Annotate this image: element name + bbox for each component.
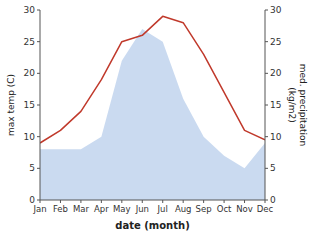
plot-area (40, 16, 265, 200)
y-tick (37, 41, 40, 42)
x-tick (142, 200, 143, 203)
y2-tick-label: 10 (270, 132, 282, 142)
y2-axis-label-line: med. precipitation (298, 64, 308, 146)
x-tick (224, 200, 225, 203)
y-tick-label: 5 (29, 163, 35, 173)
x-axis-line (40, 200, 265, 201)
x-axis-label: date (month) (115, 220, 189, 231)
x-tick (162, 200, 163, 203)
x-tick (183, 200, 184, 203)
y-tick (37, 168, 40, 169)
y2-tick (265, 41, 268, 42)
precipitation-area (40, 29, 265, 200)
y2-axis-label: med. precipitation(kg/m2) (287, 64, 308, 146)
x-tick-label: Feb (53, 204, 68, 214)
y-tick-label: 25 (24, 37, 35, 47)
y2-tick-label: 30 (270, 5, 282, 15)
x-tick-label: Nov (236, 204, 253, 214)
x-tick (265, 200, 266, 203)
y2-tick-label: 25 (270, 37, 281, 47)
x-tick-label: Oct (217, 204, 232, 214)
x-tick-label: Sep (196, 204, 212, 214)
y-tick (37, 73, 40, 74)
x-tick-label: Aug (175, 204, 192, 214)
y-tick (37, 105, 40, 106)
y-tick-label: 20 (24, 68, 36, 78)
x-tick (60, 200, 61, 203)
x-tick-label: Mar (73, 204, 90, 214)
x-tick (80, 200, 81, 203)
y2-axis-label-line: (kg/m2) (287, 87, 297, 122)
x-tick (101, 200, 102, 203)
x-tick (203, 200, 204, 203)
y-tick-label: 10 (24, 132, 36, 142)
x-tick (121, 200, 122, 203)
x-tick (40, 200, 41, 203)
y2-tick-label: 20 (270, 68, 282, 78)
x-tick-label: Jul (157, 204, 168, 214)
x-tick-label: Jun (135, 204, 149, 214)
y2-tick (265, 105, 268, 106)
y-axis-label: max temp (C) (6, 74, 16, 136)
y-tick (37, 10, 40, 11)
x-tick-label: May (113, 204, 131, 214)
y-tick-label: 30 (24, 5, 36, 15)
y2-tick (265, 168, 268, 169)
y2-tick (265, 136, 268, 137)
x-tick-label: Jan (32, 204, 46, 214)
temperature-line (40, 16, 265, 143)
y-tick-label: 15 (24, 100, 35, 110)
x-tick-label: Dec (257, 204, 274, 214)
x-tick-label: Apr (94, 204, 109, 214)
chart: 051015202530051015202530JanFebMarAprMayJ… (0, 0, 318, 247)
y-tick (37, 136, 40, 137)
x-tick (244, 200, 245, 203)
y2-tick (265, 10, 268, 11)
y2-tick-label: 5 (270, 163, 276, 173)
y2-tick (265, 73, 268, 74)
axes: 051015202530051015202530JanFebMarAprMayJ… (24, 5, 282, 214)
y2-tick-label: 15 (270, 100, 281, 110)
